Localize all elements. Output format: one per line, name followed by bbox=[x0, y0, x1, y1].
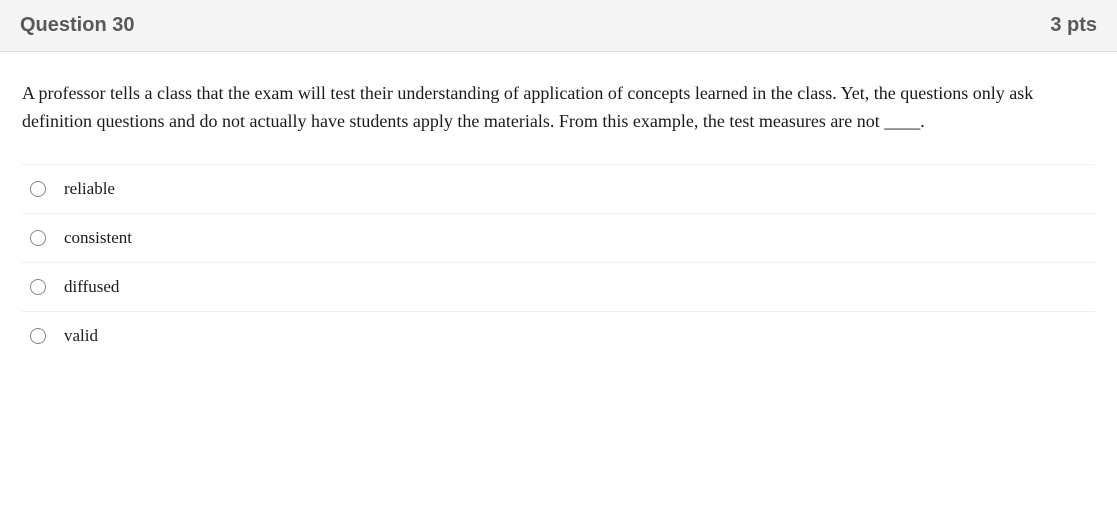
answer-option[interactable]: reliable bbox=[22, 164, 1095, 213]
answer-option[interactable]: valid bbox=[22, 311, 1095, 360]
question-header: Question 30 3 pts bbox=[0, 0, 1117, 52]
question-text: A professor tells a class that the exam … bbox=[22, 80, 1095, 136]
radio-input[interactable] bbox=[30, 279, 46, 295]
question-points: 3 pts bbox=[1050, 14, 1097, 37]
question-body: A professor tells a class that the exam … bbox=[0, 52, 1117, 390]
question-title: Question 30 bbox=[20, 14, 134, 37]
option-label: reliable bbox=[64, 179, 115, 199]
radio-input[interactable] bbox=[30, 328, 46, 344]
answer-option[interactable]: consistent bbox=[22, 213, 1095, 262]
radio-input[interactable] bbox=[30, 181, 46, 197]
option-label: diffused bbox=[64, 277, 119, 297]
question-card: Question 30 3 pts A professor tells a cl… bbox=[0, 0, 1117, 390]
option-label: valid bbox=[64, 326, 98, 346]
option-label: consistent bbox=[64, 228, 132, 248]
answer-option[interactable]: diffused bbox=[22, 262, 1095, 311]
radio-input[interactable] bbox=[30, 230, 46, 246]
answer-options: reliable consistent diffused valid bbox=[22, 164, 1095, 360]
